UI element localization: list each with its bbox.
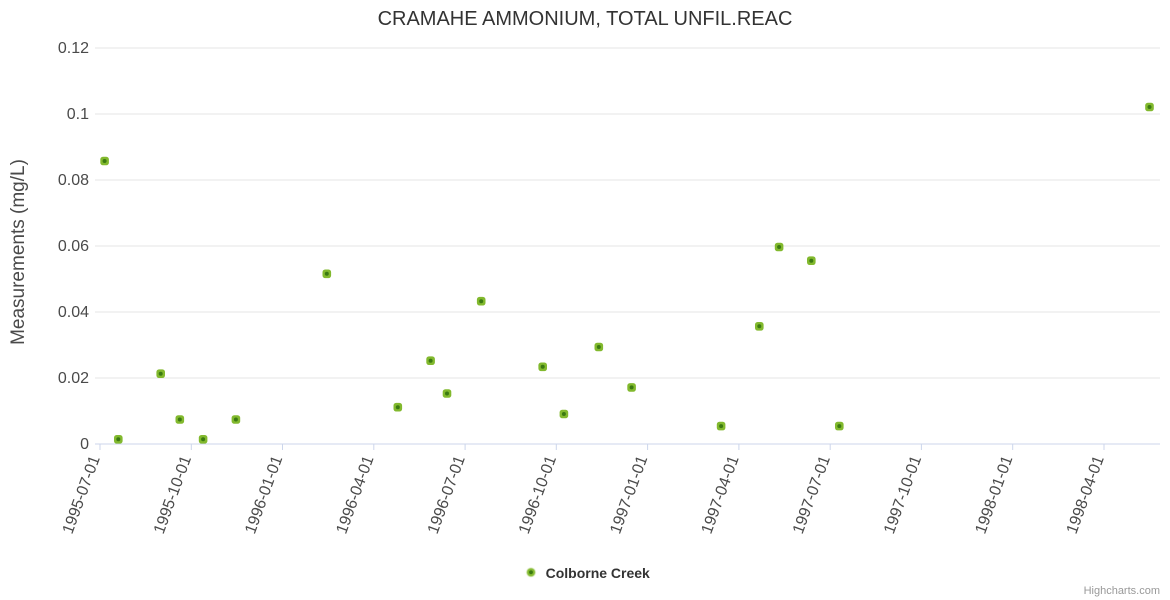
svg-text:0: 0: [80, 436, 89, 453]
svg-text:0.1: 0.1: [67, 106, 89, 123]
svg-text:1996-01-01: 1996-01-01: [242, 453, 286, 536]
svg-text:1996-04-01: 1996-04-01: [334, 453, 378, 536]
svg-text:0.04: 0.04: [58, 304, 89, 321]
svg-text:1995-10-01: 1995-10-01: [151, 453, 195, 536]
svg-text:1996-10-01: 1996-10-01: [516, 453, 560, 536]
svg-text:1998-04-01: 1998-04-01: [1064, 453, 1108, 536]
svg-text:0.08: 0.08: [58, 172, 89, 189]
svg-text:1998-01-01: 1998-01-01: [972, 453, 1016, 536]
svg-text:0.02: 0.02: [58, 370, 89, 387]
svg-text:1997-04-01: 1997-04-01: [699, 453, 743, 536]
svg-text:Measurements (mg/L): Measurements (mg/L): [8, 159, 29, 345]
svg-text:1997-01-01: 1997-01-01: [607, 453, 651, 536]
svg-text:1997-10-01: 1997-10-01: [881, 453, 925, 536]
svg-text:0.06: 0.06: [58, 238, 89, 255]
svg-text:Colborne Creek: Colborne Creek: [546, 565, 650, 581]
svg-text:1995-07-01: 1995-07-01: [60, 453, 104, 536]
svg-text:0.12: 0.12: [58, 40, 89, 57]
svg-text:1996-07-01: 1996-07-01: [425, 453, 469, 536]
svg-text:1997-07-01: 1997-07-01: [790, 453, 834, 536]
